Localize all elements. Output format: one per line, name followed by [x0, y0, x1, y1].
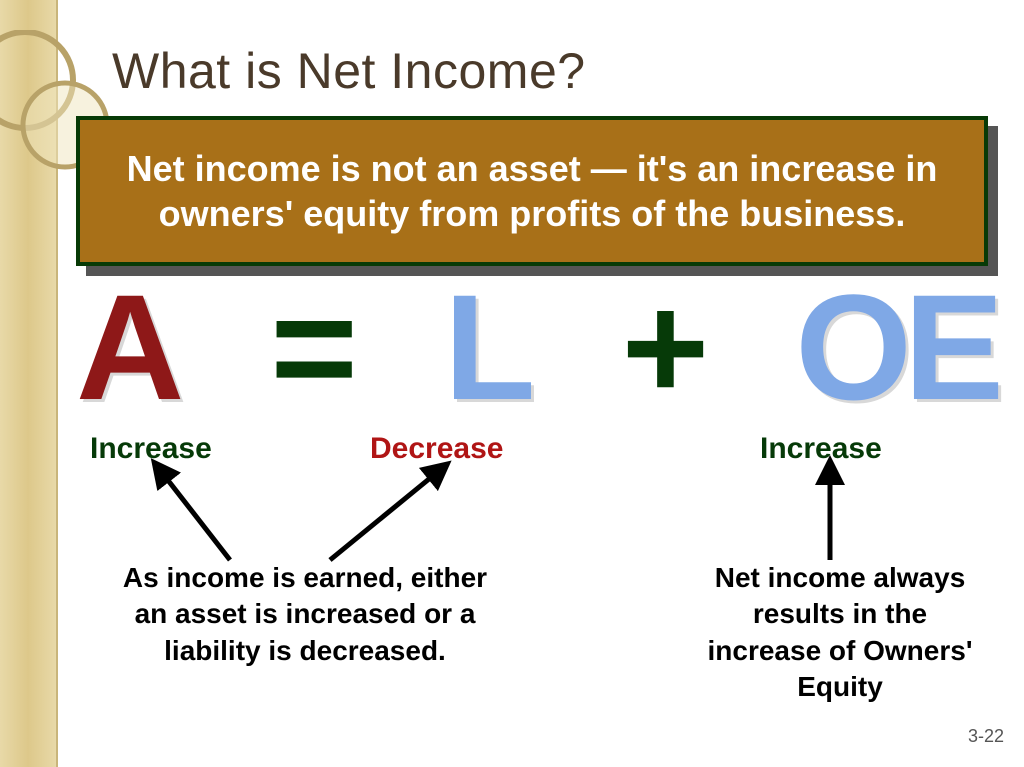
arrow-to-decrease-l [330, 470, 440, 560]
note-owners-equity: Net income always results in the increas… [700, 560, 980, 706]
arrow-to-increase-a [160, 470, 230, 560]
note-asset-liability: As income is earned, either an asset is … [105, 560, 505, 669]
slide-number: 3-22 [968, 726, 1004, 747]
